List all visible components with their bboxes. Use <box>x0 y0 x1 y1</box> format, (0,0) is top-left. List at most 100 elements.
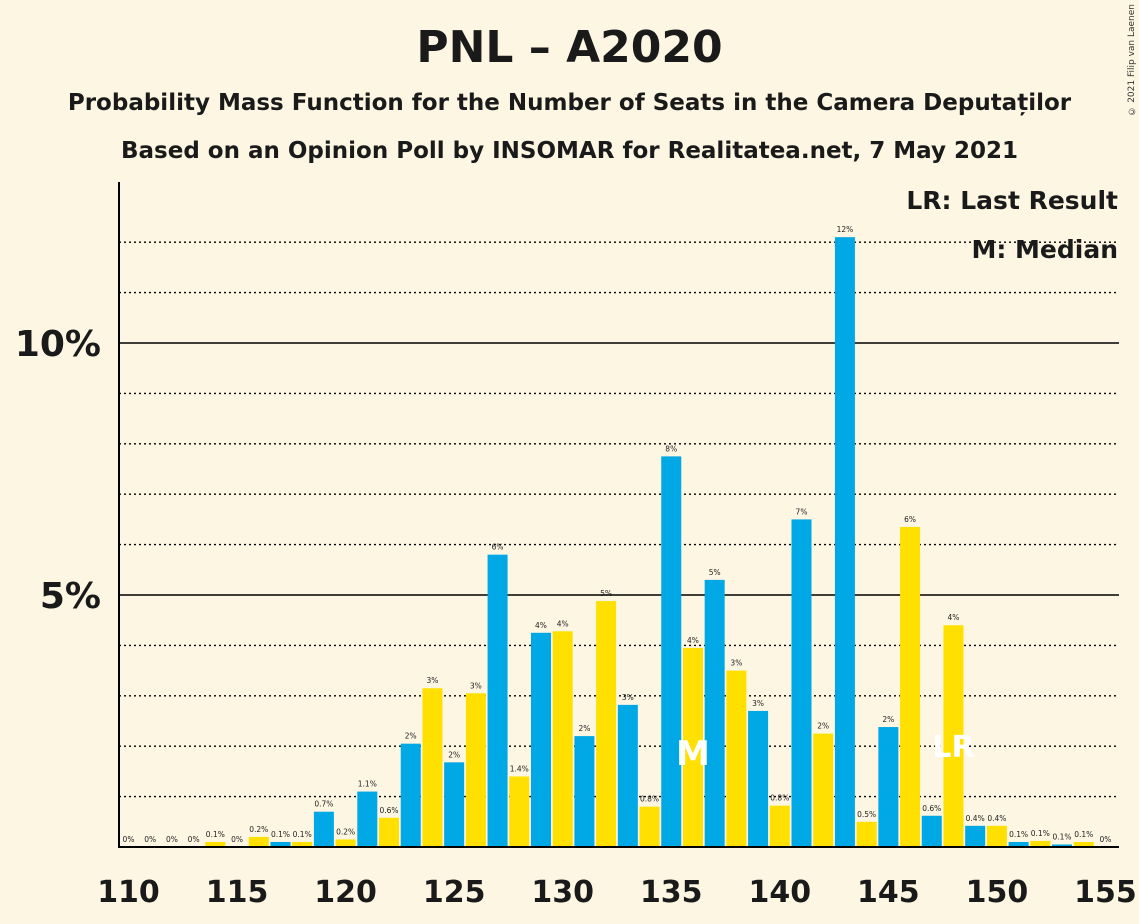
axes-group <box>118 182 1119 848</box>
bar-seat-149 <box>965 825 986 847</box>
bar-seat-135 <box>661 456 682 847</box>
bar-label-140: 0.8% <box>770 794 789 803</box>
bar-label-143: 12% <box>837 225 854 234</box>
bar-seat-122 <box>379 817 400 847</box>
y-tick-label: 10% <box>15 324 101 365</box>
bar-seat-129 <box>530 632 551 847</box>
bar-seat-116 <box>248 836 269 847</box>
bar-label-137: 5% <box>709 568 721 577</box>
bar-label-146: 6% <box>904 515 916 524</box>
bar-label-120: 0.2% <box>336 827 355 836</box>
x-tick-label: 130 <box>531 875 594 910</box>
bar-label-148: 4% <box>948 613 960 622</box>
bar-seat-142 <box>813 733 834 847</box>
legend-median: M: Median <box>971 235 1118 264</box>
bar-seat-147 <box>921 815 942 847</box>
bar-seat-141 <box>791 519 812 847</box>
bar-label-135: 8% <box>665 444 677 453</box>
bar-label-139: 3% <box>752 699 764 708</box>
bar-seat-138 <box>726 670 747 847</box>
bar-label-126: 3% <box>470 681 482 690</box>
bar-seat-131 <box>574 736 595 847</box>
bar-seat-121 <box>357 791 378 847</box>
bar-label-147: 0.6% <box>922 804 941 813</box>
bar-label-112: 0% <box>166 835 178 844</box>
bar-label-130: 4% <box>557 619 569 628</box>
bar-seat-134 <box>639 806 660 847</box>
bar-seat-128 <box>509 776 530 847</box>
chart-title: PNL – A2020 <box>416 22 723 73</box>
bar-seat-148 <box>943 625 964 847</box>
x-tick-label: 125 <box>423 875 486 910</box>
bar-label-131: 2% <box>578 724 590 733</box>
bars-group <box>205 237 1094 847</box>
bar-label-142: 2% <box>817 722 829 731</box>
bar-seat-151 <box>1008 841 1029 847</box>
bar-seat-124 <box>422 688 443 847</box>
bar-seat-153 <box>1052 844 1073 847</box>
bar-label-118: 0.1% <box>293 830 312 839</box>
x-tick-label: 115 <box>206 875 269 910</box>
bar-label-128: 1.4% <box>510 764 529 773</box>
x-tick-label: 150 <box>966 875 1029 910</box>
bar-label-134: 0.8% <box>640 795 659 804</box>
bar-label-115: 0% <box>231 835 243 844</box>
x-tick-labels: 110 115 120 125 130 135 140 145 150 155 <box>97 875 1137 910</box>
bar-label-153: 0.1% <box>1052 832 1071 841</box>
bar-seat-150 <box>986 825 1007 847</box>
last-result-marker: LR <box>932 730 974 765</box>
bar-label-116: 0.2% <box>249 825 268 834</box>
bar-label-119: 0.7% <box>314 800 333 809</box>
bar-seat-143 <box>834 237 855 847</box>
bar-label-129: 4% <box>535 621 547 630</box>
bar-seat-117 <box>270 841 291 847</box>
x-tick-label: 140 <box>748 875 811 910</box>
bar-seat-137 <box>704 579 725 847</box>
bar-label-144: 0.5% <box>857 810 876 819</box>
bar-label-151: 0.1% <box>1009 830 1028 839</box>
bar-label-150: 0.4% <box>987 814 1006 823</box>
bar-seat-120 <box>335 839 356 847</box>
x-tick-label: 145 <box>857 875 920 910</box>
bar-seat-118 <box>292 841 313 847</box>
bar-label-141: 7% <box>796 507 808 516</box>
bar-label-132: 5% <box>600 589 612 598</box>
x-tick-label: 120 <box>314 875 377 910</box>
bar-label-125: 2% <box>448 750 460 759</box>
bar-label-127: 6% <box>492 543 504 552</box>
bar-label-122: 0.6% <box>379 806 398 815</box>
legend-last-result: LR: Last Result <box>906 186 1118 215</box>
bar-seat-140 <box>769 805 790 847</box>
x-tick-label: 135 <box>640 875 703 910</box>
bar-seat-146 <box>900 526 921 847</box>
bar-seat-114 <box>205 841 226 847</box>
bar-seat-123 <box>400 743 421 847</box>
bar-label-114: 0.1% <box>206 830 225 839</box>
bar-label-123: 2% <box>405 732 417 741</box>
bar-seat-154 <box>1073 841 1094 847</box>
bar-label-110: 0% <box>123 835 135 844</box>
bar-label-145: 2% <box>882 715 894 724</box>
bar-label-117: 0.1% <box>271 830 290 839</box>
bar-label-155: 0% <box>1099 835 1111 844</box>
bar-label-154: 0.1% <box>1074 830 1093 839</box>
x-tick-label: 110 <box>97 875 160 910</box>
bar-seat-130 <box>552 631 573 847</box>
bar-seat-145 <box>878 727 899 847</box>
bar-label-138: 3% <box>730 659 742 668</box>
bar-seat-119 <box>313 811 334 847</box>
bar-label-111: 0% <box>144 835 156 844</box>
x-tick-label: 155 <box>1074 875 1137 910</box>
bar-label-124: 3% <box>426 676 438 685</box>
bar-label-113: 0% <box>188 835 200 844</box>
bar-label-136: 4% <box>687 636 699 645</box>
bar-label-152: 0.1% <box>1031 829 1050 838</box>
bar-seat-133 <box>617 704 638 847</box>
bar-seat-152 <box>1030 840 1051 847</box>
bar-label-121: 1.1% <box>358 780 377 789</box>
bar-label-133: 3% <box>622 693 634 702</box>
chart-subtitle: Probability Mass Function for the Number… <box>67 90 1072 116</box>
bar-seat-127 <box>487 554 508 847</box>
y-tick-labels: 5% 10% <box>15 324 101 617</box>
